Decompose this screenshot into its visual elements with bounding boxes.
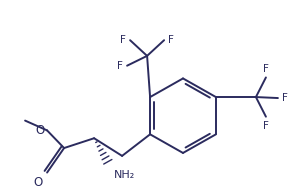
Text: O: O <box>36 124 45 137</box>
Text: O: O <box>34 176 43 190</box>
Text: F: F <box>282 93 288 103</box>
Text: F: F <box>263 64 269 74</box>
Text: F: F <box>263 121 269 131</box>
Text: F: F <box>120 35 126 45</box>
Text: F: F <box>168 35 174 45</box>
Text: F: F <box>117 61 123 71</box>
Text: NH₂: NH₂ <box>114 170 135 180</box>
